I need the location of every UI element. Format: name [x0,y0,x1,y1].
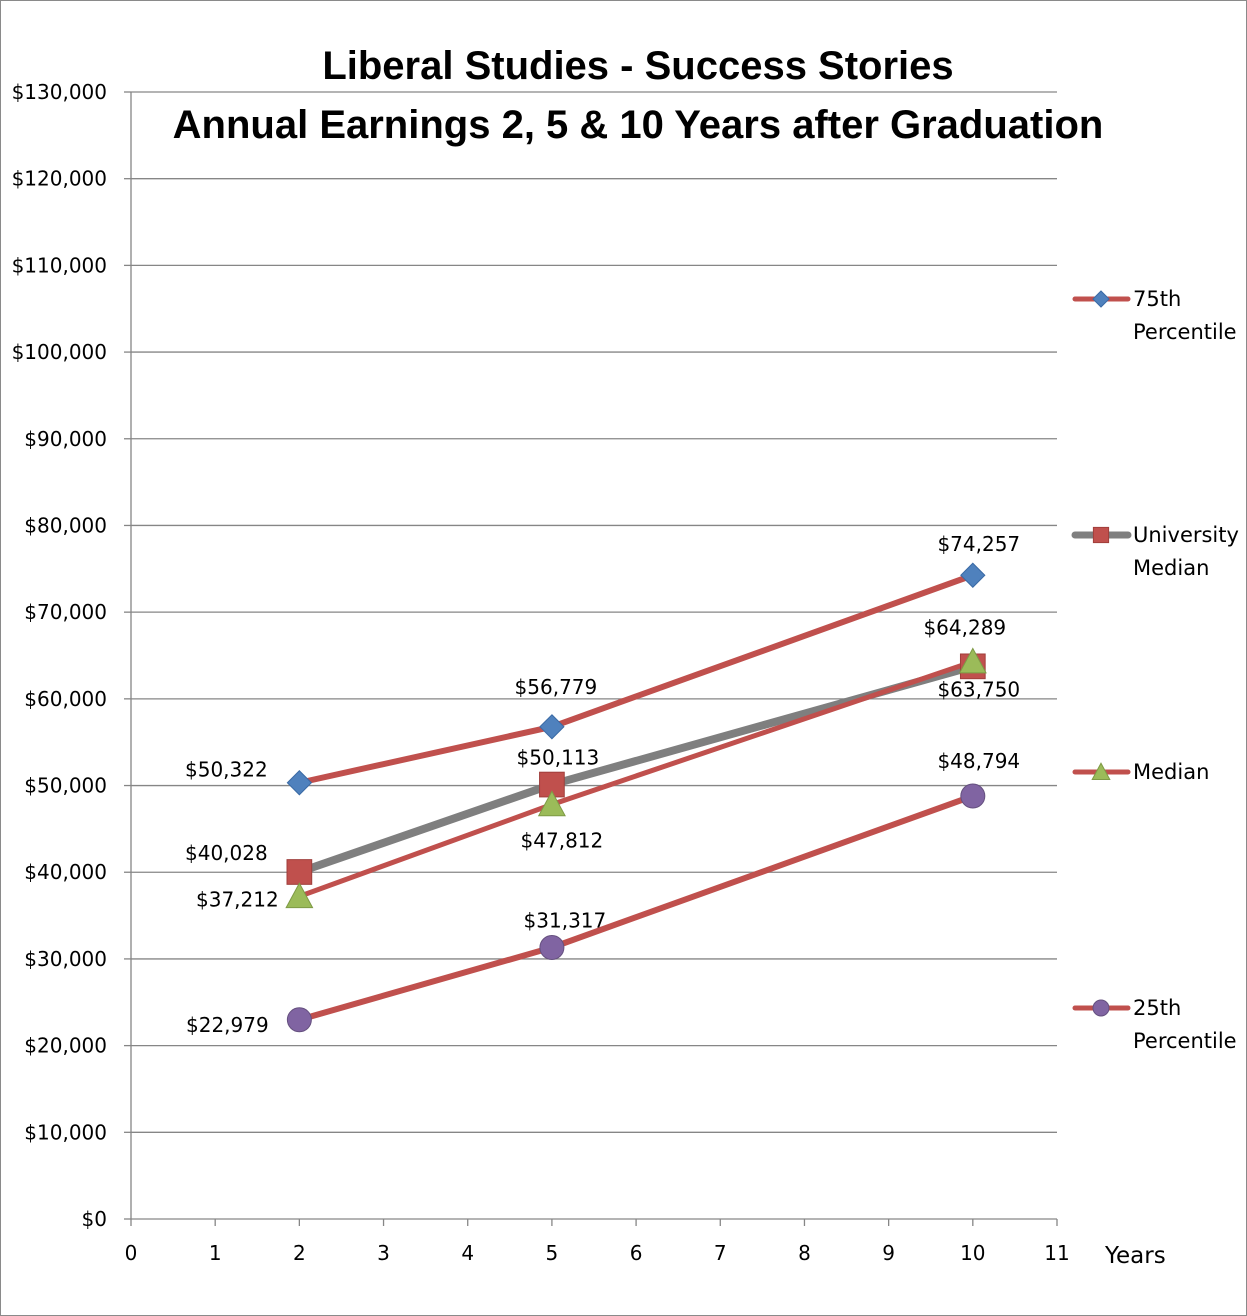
y-tick-label: $90,000 [24,427,107,451]
data-label: $22,979 [186,1013,269,1037]
legend: 75th Percentile University Median Median 25th… [1071,287,1239,1053]
y-tick-label: $30,000 [24,947,107,971]
diamond-marker [286,770,313,796]
legend-label: Median [1133,556,1209,580]
y-tick-label: $130,000 [12,80,107,104]
diamond-marker [539,714,565,740]
x-tick-label: 8 [798,1241,811,1265]
y-tick-label: $80,000 [24,513,107,537]
legend-label: 75th [1133,287,1181,311]
legend-label: Percentile [1133,1029,1237,1053]
data-label: $40,028 [185,841,268,865]
legend-label: University [1133,523,1239,547]
circle-marker [960,783,986,809]
triangle-marker [958,647,987,674]
x-tick-label: 2 [293,1241,306,1265]
series-line [296,792,976,1023]
x-tick-label: 10 [960,1241,985,1265]
square-marker [286,859,313,885]
triangle-marker [285,882,314,909]
x-tick-label: 4 [461,1241,474,1265]
diamond-marker [960,562,986,588]
y-tick-label: $120,000 [12,167,107,191]
x-tick-label: 5 [546,1241,559,1265]
circle-marker [539,935,565,961]
axes: $0 $10,000 $20,000 $30,000 $40,000 $50,000 $60… [12,80,1070,1265]
legend-circle-marker [1092,999,1110,1017]
data-label: $63,750 [937,677,1020,701]
x-tick-label: 7 [714,1241,727,1265]
data-label: $50,322 [185,758,268,782]
y-tick-label: $40,000 [24,860,107,884]
x-tick-label: 3 [377,1241,390,1265]
y-tick-label: $70,000 [24,600,107,624]
data-label: $56,779 [515,675,598,699]
y-tick-label: $60,000 [24,687,107,711]
legend-diamond-marker [1092,290,1110,308]
data-label: $50,113 [517,746,600,770]
x-tick-label: 1 [209,1241,222,1265]
legend-triangle-marker [1091,762,1111,780]
series-markers [285,562,987,1033]
x-tick-label: 6 [630,1241,643,1265]
data-label: $48,794 [937,749,1020,773]
gridlines [131,91,1057,1133]
chart-title: Liberal Studies - Success Stories [322,44,953,88]
data-label: $64,289 [923,616,1006,640]
x-tick-label: 0 [125,1241,138,1265]
legend-square-marker [1092,526,1110,544]
circle-marker [286,1007,312,1033]
data-label: $31,317 [524,909,607,933]
y-tick-label: $100,000 [12,340,107,364]
legend-label: 25th [1133,996,1181,1020]
y-tick-label: $110,000 [12,253,107,277]
x-axis-title: Years [1104,1243,1166,1269]
series-line [296,572,976,786]
triangle-marker [537,790,566,817]
series-lines [295,572,977,1023]
y-tick-label: $20,000 [24,1034,107,1058]
y-tick-label: $0 [82,1207,107,1231]
x-tick-label: 11 [1044,1241,1069,1265]
data-label: $74,257 [937,532,1020,556]
data-labels: $50,322 $56,779 $74,257 $40,028 $50,113 $63,7… [185,532,1020,1037]
chart-subtitle: Annual Earnings 2, 5 & 10 Years after Gr… [173,103,1104,147]
x-tick-label: 9 [882,1241,895,1265]
legend-label: Percentile [1133,320,1237,344]
y-tick-label: $50,000 [24,774,107,798]
data-label: $47,812 [521,829,604,853]
y-tick-label: $10,000 [24,1120,107,1144]
data-label: $37,212 [196,887,279,911]
legend-label: Median [1133,760,1209,784]
